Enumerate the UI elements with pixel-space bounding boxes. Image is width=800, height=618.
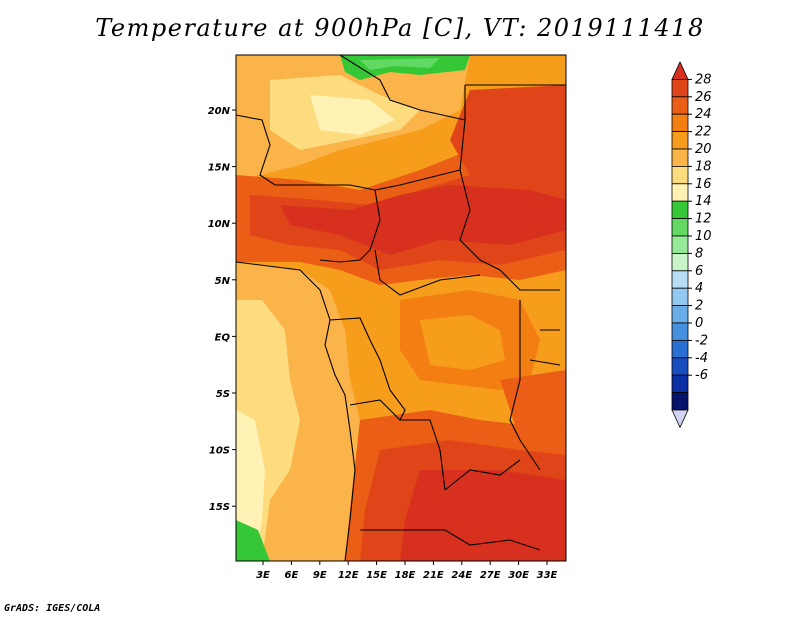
lon-tick-label: 30E <box>508 570 529 581</box>
colorbar-swatch <box>671 357 689 376</box>
lon-tick-label: 9E <box>313 570 327 581</box>
map-frame <box>235 54 567 562</box>
colorbar-swatch <box>671 183 689 202</box>
lat-tick-label: EQ <box>215 332 231 343</box>
lon-tick-label: 18E <box>395 570 416 581</box>
lat-tick-label: 15N <box>208 163 231 174</box>
colorbar-label: 16 <box>695 177 712 192</box>
colorbar-swatch <box>671 79 689 98</box>
colorbar-swatch <box>671 374 689 394</box>
colorbar-label: 8 <box>695 246 703 261</box>
lon-tick-label: 33E <box>537 570 558 581</box>
colorbar-label: 22 <box>695 125 712 140</box>
lat-tick-label: 10S <box>209 446 230 457</box>
colorbar-label: 20 <box>695 142 712 157</box>
lon-tick-label: 12E <box>338 570 359 581</box>
colorbar-swatch <box>671 305 689 324</box>
colorbar-label: 10 <box>695 229 712 244</box>
country-borders <box>236 55 566 561</box>
colorbar-label: -4 <box>695 351 708 366</box>
colorbar-swatch <box>671 113 689 132</box>
colorbar-label: 28 <box>695 72 712 87</box>
colorbar-label: 12 <box>695 212 712 227</box>
colorbar-swatch <box>671 322 689 341</box>
colorbar-swatch <box>671 165 689 185</box>
colorbar-swatch <box>671 148 689 167</box>
colorbar-label: 6 <box>695 264 703 279</box>
credit-text: GrADS: IGES/COLA <box>4 603 101 614</box>
colorbar-label: 26 <box>695 90 712 105</box>
temperature-field <box>236 55 566 561</box>
colorbar-swatch <box>671 270 689 289</box>
latitude-axis: 20N 15N 10N 5N EQ 5S 10S 15S <box>208 106 236 513</box>
lon-tick-label: 24E <box>451 570 472 581</box>
lon-tick-label: 27E <box>480 570 501 581</box>
lat-tick-label: 15S <box>209 502 230 513</box>
lat-tick-label: 10N <box>208 219 231 230</box>
colorbar-swatch <box>671 287 689 307</box>
colorbar-label: 0 <box>695 316 703 331</box>
lat-tick-label: 5S <box>216 389 230 400</box>
colorbar-label: 4 <box>695 281 703 296</box>
lon-tick-label: 6E <box>285 570 299 581</box>
colorbar-label: 14 <box>695 194 712 209</box>
colorbar-swatch <box>671 131 689 150</box>
colorbar-swatch <box>671 96 689 115</box>
map-figure: 3E 6E 9E 12E 15E 18E 21E 24E 27E 30E 33E 20N 15N 10N… <box>208 54 712 581</box>
colorbar-swatch <box>671 392 689 411</box>
colorbar-swatch <box>671 409 689 429</box>
colorbar-swatch <box>671 218 689 237</box>
lon-tick-label: 21E <box>423 570 444 581</box>
colorbar-swatch <box>671 200 689 219</box>
colorbar-label: -6 <box>695 368 708 383</box>
lat-tick-label: 5N <box>215 276 231 287</box>
lon-tick-label: 3E <box>256 570 270 581</box>
colorbar-label: 18 <box>695 159 712 174</box>
colorbar-swatch <box>671 61 689 80</box>
longitude-axis: 3E 6E 9E 12E 15E 18E 21E 24E 27E 30E 33E <box>256 561 558 581</box>
lat-tick-label: 20N <box>208 106 231 117</box>
colorbar-label: -2 <box>695 333 708 348</box>
colorbar-label: 24 <box>695 107 712 122</box>
colorbar-swatch <box>671 252 689 272</box>
lon-tick-label: 15E <box>366 570 387 581</box>
chart-title: Temperature at 900hPa [C], VT: 201911141… <box>95 14 705 42</box>
colorbar-label: 2 <box>695 299 703 314</box>
colorbar-swatch <box>671 339 689 359</box>
colorbar-swatch <box>671 235 689 254</box>
